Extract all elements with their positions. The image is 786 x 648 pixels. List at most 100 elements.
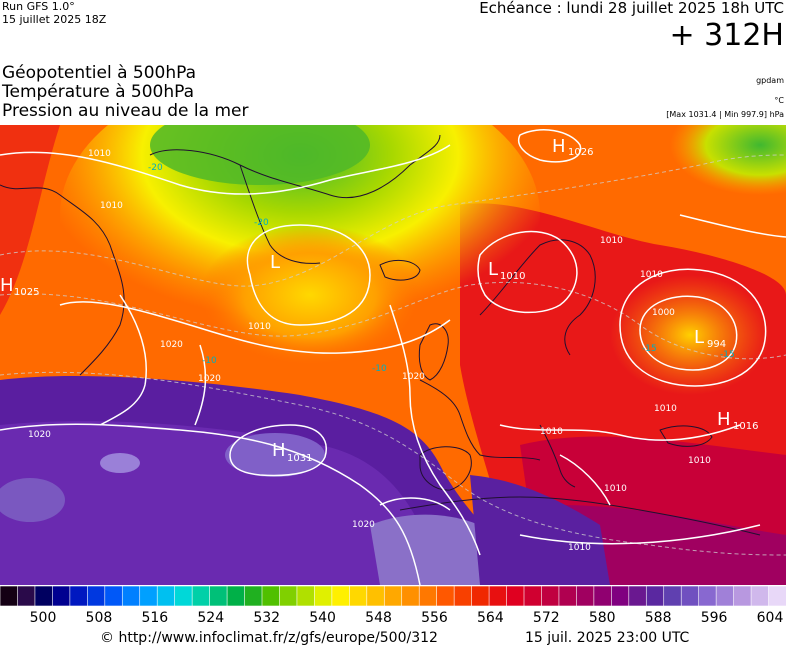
color-scale-cell bbox=[401, 586, 421, 606]
coast-greenland bbox=[149, 134, 441, 264]
color-scale-tick: 548 bbox=[365, 610, 392, 626]
pressure-centers: H 1026 H 1025 H 1031 H 1016 L 1010 L 994… bbox=[0, 136, 758, 464]
coast-iberia bbox=[419, 446, 472, 491]
low-center: L bbox=[270, 252, 280, 273]
isobar-label: 1010 bbox=[88, 149, 111, 159]
color-scale-cell bbox=[523, 586, 543, 606]
pressure-range: [Max 1031.4 | Min 997.9] hPa bbox=[666, 110, 784, 119]
color-scale-cell bbox=[52, 586, 71, 606]
isobar-1000-east-ring bbox=[639, 295, 738, 371]
color-scale-cell bbox=[139, 586, 158, 606]
isobar-label: 1020 bbox=[160, 340, 183, 350]
coast-africa bbox=[399, 496, 761, 536]
color-scale-cell bbox=[663, 586, 682, 606]
isobar-label: 1010 bbox=[654, 404, 677, 414]
isobar-1020-mid bbox=[194, 344, 207, 426]
svg-text:H: H bbox=[272, 440, 286, 461]
color-scale-tick: 588 bbox=[644, 610, 672, 626]
color-scale-cell bbox=[768, 586, 786, 606]
isobar-label: 1020 bbox=[352, 520, 375, 530]
isobar-1010-north bbox=[0, 144, 451, 195]
unit-geopotential: gpdam bbox=[756, 76, 784, 85]
svg-text:L: L bbox=[488, 259, 498, 280]
field-purple-east bbox=[470, 475, 610, 585]
coast-italy bbox=[539, 424, 576, 488]
isobar-label: 1010 bbox=[568, 543, 591, 553]
color-scale-tick: 564 bbox=[477, 610, 504, 626]
temperature-label: -10 bbox=[202, 356, 217, 366]
geopotential-isolines bbox=[0, 154, 786, 556]
color-scale-tick: 596 bbox=[700, 610, 728, 626]
color-scale-tick: 540 bbox=[309, 610, 336, 626]
svg-text:1025: 1025 bbox=[14, 287, 39, 298]
color-scale-cell bbox=[174, 586, 193, 606]
color-scale-cell bbox=[541, 586, 560, 606]
color-scale-cell bbox=[453, 586, 473, 606]
isobars bbox=[0, 129, 786, 585]
coast-black-sea bbox=[659, 425, 713, 447]
color-scale-tick: 516 bbox=[141, 610, 169, 626]
color-scale-cell bbox=[349, 586, 368, 606]
color-scale-cell bbox=[314, 586, 333, 606]
source-credit-link[interactable]: © http://www.infoclimat.fr/z/gfs/europe/… bbox=[100, 630, 438, 646]
temperature-label: -10 bbox=[372, 364, 387, 374]
color-scale-tick: 500 bbox=[29, 610, 57, 626]
color-scale-cell bbox=[226, 586, 246, 606]
isobar-1010-scand bbox=[477, 230, 578, 314]
isobar-1010-west bbox=[59, 301, 451, 354]
color-scale-cell bbox=[593, 586, 613, 606]
run-label: Run GFS 1.0° bbox=[2, 0, 75, 13]
color-scale-cell bbox=[17, 586, 36, 606]
high-center: H 1031 bbox=[272, 440, 312, 464]
isobar-label: 1010 bbox=[604, 484, 627, 494]
isobar-1020-west bbox=[99, 294, 147, 426]
color-scale-cell bbox=[680, 586, 700, 606]
color-scale-cell bbox=[715, 586, 735, 606]
color-scale-tick: 580 bbox=[588, 610, 616, 626]
title-temperature: Température à 500hPa bbox=[2, 82, 195, 102]
color-scale-tick: 508 bbox=[85, 610, 113, 626]
color-scale-cell bbox=[383, 586, 403, 606]
isobar-1010-balkans bbox=[559, 454, 611, 506]
field-yellow-low bbox=[200, 225, 420, 365]
color-scale-cell bbox=[104, 586, 124, 606]
svg-text:L: L bbox=[694, 327, 704, 348]
high-center: H 1016 bbox=[717, 409, 758, 432]
isobar-1020-inner bbox=[389, 304, 481, 556]
svg-text:H: H bbox=[552, 136, 566, 157]
svg-text:1026: 1026 bbox=[568, 147, 593, 158]
svg-text:L: L bbox=[270, 252, 280, 273]
color-scale-cell bbox=[156, 586, 176, 606]
color-scale-cell bbox=[471, 586, 490, 606]
color-scale-cell bbox=[645, 586, 665, 606]
isobar-1010-africa bbox=[519, 524, 761, 545]
color-scale-cell bbox=[366, 586, 386, 606]
color-scale-cell bbox=[628, 586, 648, 606]
svg-text:1016: 1016 bbox=[733, 421, 758, 432]
svg-text:1010: 1010 bbox=[500, 271, 525, 282]
title-geopotential: Géopotentiel à 500hPa bbox=[2, 63, 197, 83]
isobar-high-atlantic bbox=[229, 424, 327, 477]
low-center: L 994 bbox=[694, 327, 726, 350]
isobar-label: 1020 bbox=[402, 372, 425, 382]
color-scale-cell bbox=[576, 586, 595, 606]
isobar-label: 1010 bbox=[100, 201, 123, 211]
isobar-label: 1010 bbox=[600, 236, 623, 246]
high-center: H 1025 bbox=[0, 275, 39, 298]
color-scale-cell bbox=[698, 586, 717, 606]
svg-text:H: H bbox=[717, 409, 731, 430]
field-magenta-s bbox=[560, 505, 786, 585]
low-center: L 1010 bbox=[488, 259, 525, 282]
field-green-ne bbox=[670, 125, 786, 195]
color-scale-cell bbox=[34, 586, 54, 606]
field-lilac-spot bbox=[100, 453, 140, 473]
color-scale-cell bbox=[418, 586, 438, 606]
color-scale-tick: 572 bbox=[532, 610, 560, 626]
svg-text:H: H bbox=[0, 275, 14, 296]
field-red-west bbox=[0, 125, 60, 315]
color-scale-cell bbox=[261, 586, 281, 606]
run-date: 15 juillet 2025 18Z bbox=[2, 13, 107, 26]
high-center: H 1026 bbox=[552, 136, 593, 158]
color-scale-cell bbox=[121, 586, 141, 606]
field-green-nw bbox=[150, 125, 370, 185]
